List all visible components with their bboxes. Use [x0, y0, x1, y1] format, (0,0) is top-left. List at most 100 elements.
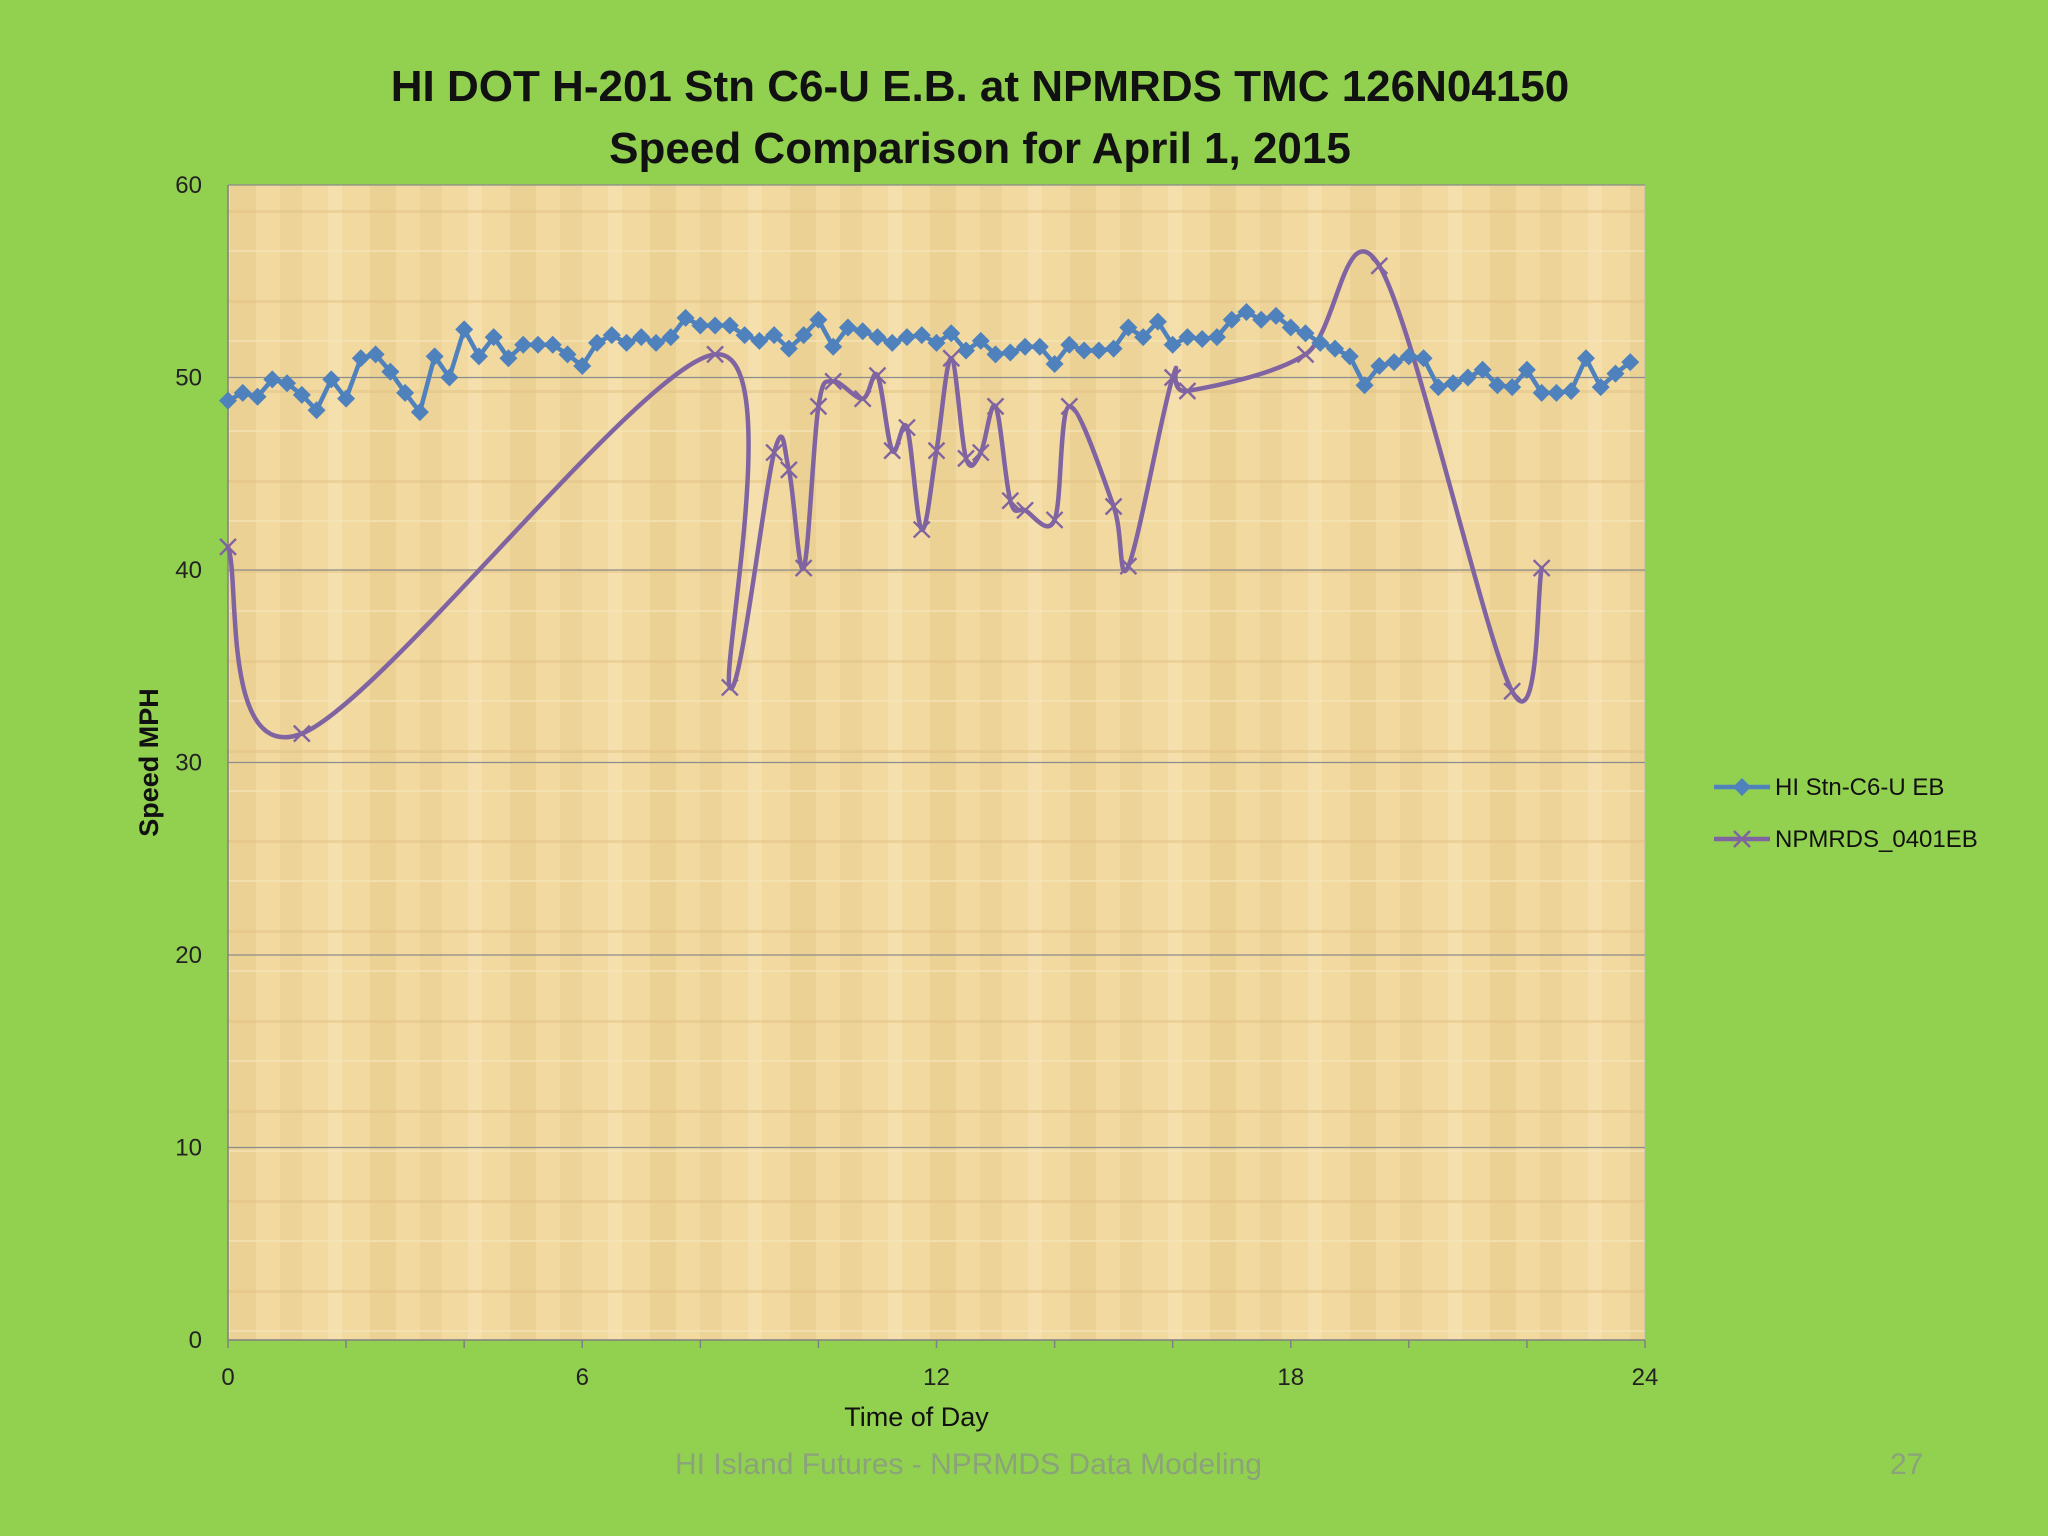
data-point-marker: [1532, 383, 1551, 402]
data-point-marker: [1517, 360, 1536, 379]
legend-label: NPMRDS_0401EB: [1775, 826, 1978, 853]
data-point-marker: [455, 320, 474, 339]
data-point-marker: [779, 339, 798, 358]
data-point-marker: [1119, 557, 1138, 575]
data-point-marker: [853, 389, 872, 408]
legend-label: HI Stn-C6-U EB: [1775, 774, 1944, 801]
chart-title-line-2: Speed Comparison for April 1, 2015: [609, 124, 1351, 173]
x-tick-label: 12: [923, 1364, 950, 1391]
data-point-marker: [292, 385, 311, 404]
data-point-marker: [263, 370, 282, 389]
data-point-marker: [1473, 360, 1492, 379]
data-point-marker: [1458, 368, 1477, 387]
data-point-marker: [1104, 497, 1123, 516]
data-point-marker: [1060, 397, 1079, 416]
data-point-marker: [322, 370, 341, 389]
data-point-marker: [1488, 376, 1507, 395]
data-point-marker: [410, 403, 429, 422]
data-point-marker: [868, 328, 887, 347]
data-point-marker: [957, 449, 975, 468]
series-markers-1: [219, 303, 1640, 422]
data-point-marker: [1001, 491, 1020, 510]
data-point-marker: [1311, 333, 1330, 352]
data-point-marker: [1591, 378, 1610, 397]
data-point-marker: [986, 345, 1005, 364]
data-point-marker: [1296, 345, 1315, 364]
data-point-marker: [219, 391, 237, 410]
data-point-marker: [780, 461, 798, 479]
data-point-marker: [1001, 343, 1020, 362]
data-point-marker: [1030, 337, 1049, 356]
axes: 0 10 20 30 40 50 60 0 6 12 18 24: [175, 172, 1658, 1391]
data-point-marker: [1178, 382, 1197, 400]
data-point-marker: [912, 326, 931, 345]
data-point-marker: [337, 389, 356, 408]
data-point-marker: [1355, 376, 1374, 395]
data-point-marker: [794, 559, 813, 577]
data-point-marker: [1016, 337, 1035, 356]
data-point-marker: [543, 335, 562, 354]
data-point-marker: [765, 326, 784, 345]
data-point-marker: [440, 368, 459, 387]
data-point-marker: [1370, 257, 1389, 275]
data-point-marker: [1134, 328, 1153, 347]
data-point-marker: [971, 331, 990, 350]
data-point-marker: [735, 326, 754, 345]
data-point-marker: [691, 316, 710, 335]
data-point-marker: [233, 383, 252, 402]
data-point-marker: [853, 322, 872, 341]
data-point-marker: [1148, 312, 1167, 331]
data-point-marker: [1207, 328, 1226, 347]
data-point-marker: [558, 345, 577, 364]
data-point-marker: [1281, 318, 1300, 337]
data-point-marker: [898, 418, 916, 437]
data-point-marker: [971, 443, 990, 462]
x-tick-label: 6: [576, 1364, 589, 1391]
data-point-marker: [602, 326, 621, 345]
y-tick-label: 0: [189, 1327, 202, 1354]
data-point-marker: [1045, 355, 1064, 374]
data-point-marker: [927, 441, 946, 460]
data-point-marker: [647, 333, 666, 352]
data-point-marker: [1370, 356, 1389, 375]
data-point-marker: [838, 318, 857, 337]
data-point-marker: [1733, 778, 1751, 796]
data-point-marker: [824, 372, 843, 391]
data-point-marker: [1193, 330, 1212, 348]
slide-footer: HI Island Futures - NPRMDS Data Modeling: [675, 1448, 1262, 1481]
data-point-marker: [809, 310, 828, 329]
data-point-marker: [676, 308, 695, 327]
data-point-marker: [1576, 349, 1595, 368]
data-point-marker: [366, 345, 385, 364]
y-axis-title: Speed MPH: [134, 688, 164, 837]
data-point-marker: [1266, 306, 1285, 325]
data-point-marker: [528, 335, 547, 354]
data-point-marker: [1503, 682, 1522, 701]
data-point-marker: [1222, 310, 1241, 329]
y-tick-label: 30: [175, 750, 202, 777]
data-point-marker: [942, 324, 961, 343]
data-point-marker: [1429, 378, 1448, 397]
gridlines: [228, 184, 1645, 1149]
data-point-marker: [1016, 501, 1034, 520]
data-point-marker: [809, 397, 828, 416]
data-point-marker: [750, 331, 769, 350]
data-point-marker: [381, 362, 400, 381]
data-point-marker: [1532, 559, 1551, 577]
data-point-marker: [1503, 378, 1522, 397]
data-point-marker: [1399, 347, 1418, 366]
data-point-marker: [721, 678, 739, 697]
data-point-marker: [219, 538, 237, 556]
legend-item-1: HI Stn-C6-U EB: [1714, 774, 1944, 801]
data-point-marker: [617, 333, 636, 352]
data-point-marker: [1621, 353, 1640, 372]
data-point-marker: [573, 356, 592, 375]
data-point-marker: [942, 349, 961, 368]
y-tick-label: 10: [175, 1135, 202, 1162]
y-tick-label: 20: [175, 942, 202, 969]
y-tick-label: 40: [175, 557, 202, 584]
data-point-marker: [1733, 830, 1751, 848]
data-point-marker: [1163, 335, 1182, 354]
data-point-marker: [897, 328, 916, 347]
